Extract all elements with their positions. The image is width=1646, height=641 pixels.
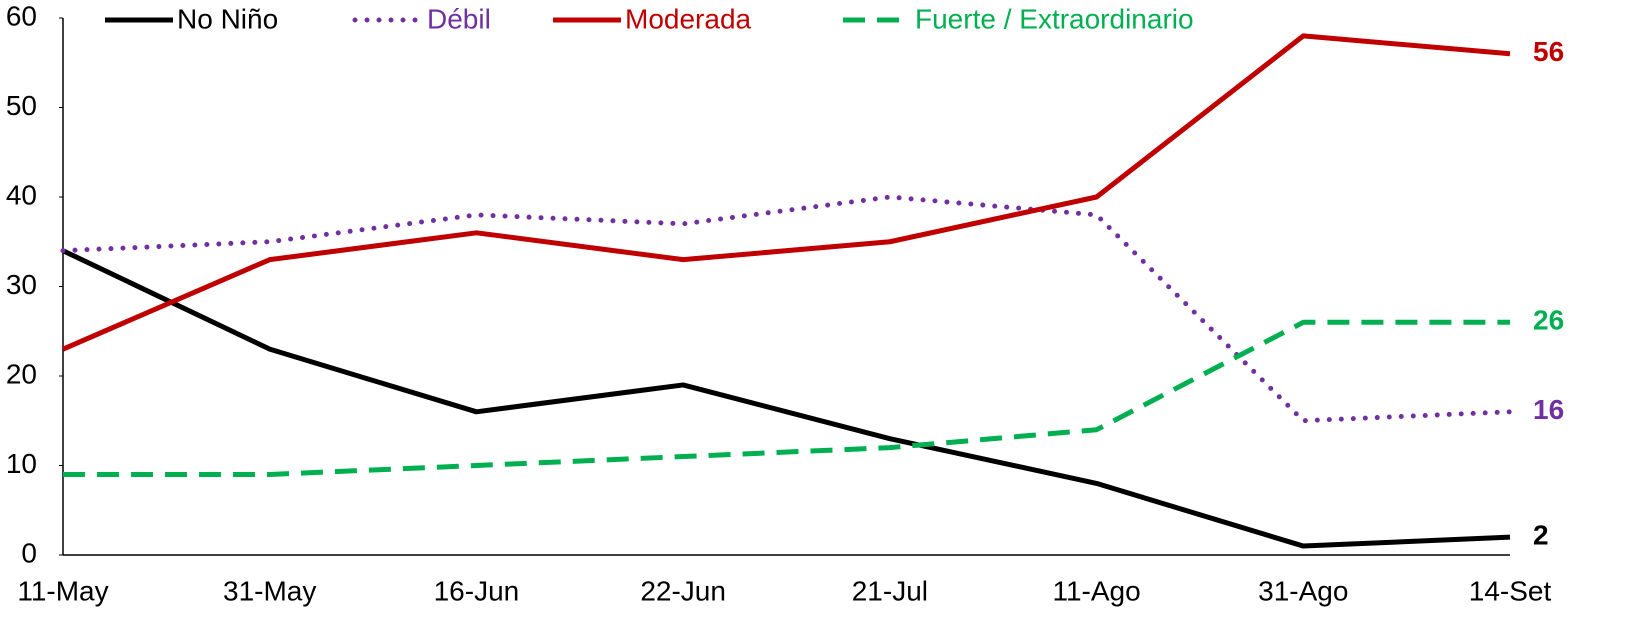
y-tick-label: 10: [6, 448, 37, 479]
end-label: 26: [1533, 305, 1564, 336]
x-tick-label: 11-May: [17, 575, 108, 606]
end-label: 16: [1533, 394, 1564, 425]
y-tick-label: 20: [6, 358, 37, 389]
x-tick-label: 21-Jul: [852, 575, 928, 606]
legend-label: Débil: [427, 3, 491, 34]
y-tick-label: 40: [6, 179, 37, 210]
y-tick-label: 60: [6, 0, 37, 31]
x-tick-label: 14-Set: [1469, 575, 1552, 606]
legend-label: No Niño: [177, 3, 278, 34]
x-tick-label: 11-Ago: [1052, 575, 1140, 606]
y-tick-label: 30: [6, 269, 37, 300]
series-line: [62, 33, 1511, 352]
series-line: [63, 319, 1510, 477]
end-label: 56: [1533, 36, 1564, 67]
x-tick-label: 22-Jun: [640, 575, 726, 606]
legend-label: Moderada: [625, 3, 752, 34]
end-label: 2: [1533, 519, 1549, 550]
x-tick-label: 31-Ago: [1258, 575, 1348, 606]
series-line: [61, 248, 1511, 549]
series-line: [60, 194, 1513, 424]
legend-label: Fuerte / Extraordinario: [915, 3, 1194, 34]
y-tick-label: 50: [6, 90, 37, 121]
x-tick-label: 31-May: [223, 575, 316, 606]
x-tick-label: 16-Jun: [434, 575, 520, 606]
y-tick-label: 0: [21, 537, 37, 568]
